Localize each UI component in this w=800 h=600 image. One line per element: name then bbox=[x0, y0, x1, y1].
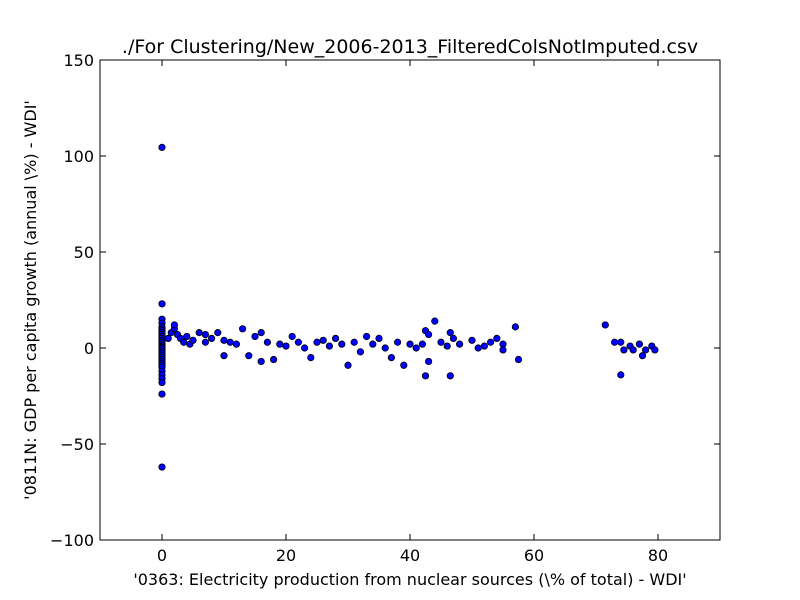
scatter-point bbox=[638, 352, 647, 360]
scatter-point bbox=[455, 340, 464, 348]
x-axis-title: '0363: Electricity production from nucle… bbox=[133, 570, 686, 589]
scatter-point bbox=[232, 340, 240, 348]
y-tick-label: −100 bbox=[50, 531, 94, 550]
scatter-point bbox=[486, 338, 495, 346]
x-tick-label: 0 bbox=[157, 546, 167, 565]
scatter-point bbox=[276, 340, 284, 348]
scatter-point bbox=[406, 340, 414, 348]
scatter-point bbox=[331, 334, 340, 342]
scatter-point bbox=[635, 340, 644, 348]
scatter-point bbox=[446, 329, 454, 337]
scatter-point bbox=[499, 346, 507, 354]
scatter-point bbox=[381, 344, 389, 352]
scatter-point bbox=[412, 344, 420, 352]
scatter-point bbox=[319, 336, 327, 344]
scatter-point bbox=[446, 372, 454, 380]
scatter-point bbox=[325, 342, 333, 350]
scatter-point bbox=[610, 338, 619, 346]
y-tick-label: −50 bbox=[60, 435, 94, 454]
scatter-point bbox=[257, 329, 265, 337]
scatter-point bbox=[183, 332, 191, 341]
scatter-point bbox=[617, 338, 625, 346]
scatter-point bbox=[474, 344, 482, 352]
scatter-point bbox=[282, 342, 290, 350]
scatter-point bbox=[239, 325, 247, 333]
scatter-point bbox=[620, 346, 628, 354]
scatter-point bbox=[629, 346, 637, 354]
scatter-point bbox=[226, 338, 234, 346]
scatter-point bbox=[449, 334, 457, 342]
scatter-point bbox=[201, 330, 209, 339]
scatter-point bbox=[514, 355, 523, 364]
scatter-point bbox=[350, 338, 358, 346]
scatter-point bbox=[431, 317, 439, 325]
scatter-point bbox=[158, 378, 166, 387]
scatter-point bbox=[641, 346, 650, 354]
x-tick-label: 20 bbox=[276, 546, 296, 565]
scatter-point bbox=[294, 338, 302, 346]
x-tick-label: 60 bbox=[524, 546, 544, 565]
scatter-point bbox=[651, 346, 659, 354]
scatter-point bbox=[158, 300, 166, 308]
scatter-point bbox=[180, 338, 188, 346]
scatter-point bbox=[356, 348, 364, 356]
chart-title: ./For Clustering/New_2006-2013_FilteredC… bbox=[122, 36, 698, 58]
scatter-point bbox=[338, 340, 346, 348]
scatter-point bbox=[387, 353, 395, 362]
scatter-point bbox=[424, 357, 433, 366]
scatter-point bbox=[220, 336, 228, 344]
scatter-point bbox=[195, 329, 203, 337]
scatter-point bbox=[418, 340, 426, 348]
scatter-point bbox=[158, 463, 166, 471]
scatter-point bbox=[468, 336, 476, 344]
scatter-point bbox=[437, 338, 445, 346]
plot-area-frame bbox=[99, 59, 721, 541]
scatter-point bbox=[220, 352, 228, 360]
y-tick-label: 150 bbox=[63, 51, 94, 70]
scatter-point bbox=[201, 338, 209, 346]
scatter-point bbox=[400, 361, 408, 369]
scatter-point bbox=[257, 357, 265, 366]
scatter-point bbox=[263, 338, 271, 346]
scatter-point bbox=[214, 329, 222, 337]
scatter-point bbox=[307, 353, 315, 362]
x-tick-label: 80 bbox=[648, 546, 668, 565]
x-axis-ticks: 0 20 40 60 80 bbox=[157, 60, 668, 565]
y-tick-label: 100 bbox=[63, 147, 94, 166]
scatter-point bbox=[344, 361, 352, 369]
scatter-point bbox=[362, 332, 371, 341]
scatter-point bbox=[369, 340, 377, 348]
scatter-point bbox=[251, 332, 259, 341]
y-tick-label: 0 bbox=[84, 339, 94, 358]
y-tick-label: 50 bbox=[74, 243, 94, 262]
scatter-point bbox=[158, 143, 166, 151]
scatter-point bbox=[617, 371, 625, 379]
scatter-point bbox=[601, 321, 609, 329]
points-layer bbox=[158, 143, 659, 471]
x-tick-label: 40 bbox=[400, 546, 420, 565]
y-axis-ticks: −100 −50 0 50 100 150 bbox=[50, 51, 720, 550]
y-axis-title: '0811N: GDP per capita growth (annual \%… bbox=[21, 100, 40, 500]
scatter-point bbox=[269, 355, 278, 364]
scatter-point bbox=[421, 372, 430, 380]
scatter-point bbox=[300, 344, 309, 352]
scatter-point bbox=[375, 334, 383, 342]
scatter-point bbox=[511, 323, 520, 331]
scatter-point bbox=[164, 334, 172, 342]
scatter-point bbox=[493, 334, 501, 342]
scatter-point bbox=[313, 338, 321, 346]
scatter-point bbox=[443, 342, 451, 350]
scatter-point bbox=[208, 334, 216, 342]
scatter-point bbox=[245, 352, 253, 360]
scatter-point bbox=[158, 390, 166, 398]
scatter-point bbox=[189, 336, 197, 344]
scatter-point bbox=[480, 342, 488, 350]
scatter-point bbox=[393, 338, 402, 346]
scatter-point bbox=[170, 321, 178, 329]
scatter-point bbox=[424, 330, 433, 339]
scatter-point bbox=[288, 332, 296, 341]
